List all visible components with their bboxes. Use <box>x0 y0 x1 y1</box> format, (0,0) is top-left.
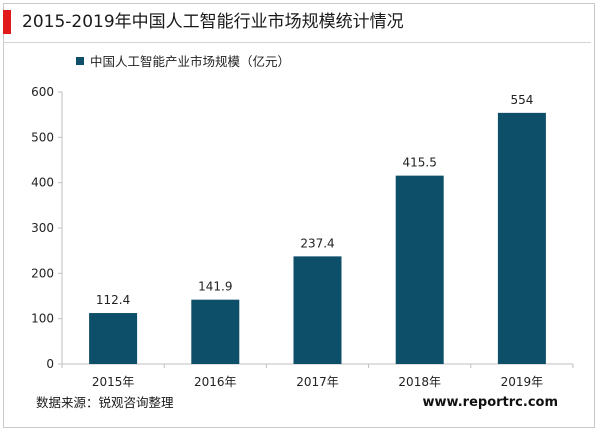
data-label: 112.4 <box>96 293 130 307</box>
y-tick-label: 200 <box>31 266 54 280</box>
chart-title: 2015-2019年中国人工智能行业市场规模统计情况 <box>22 12 404 32</box>
x-tick-label: 2016年 <box>194 375 237 389</box>
x-tick-label: 2018年 <box>398 375 441 389</box>
title-accent-bar <box>3 10 11 34</box>
bar <box>293 256 342 364</box>
bar <box>497 112 546 364</box>
source-note: 数据来源：锐观咨询整理 <box>36 395 174 410</box>
title-divider <box>3 42 591 43</box>
y-tick-label: 600 <box>31 85 54 99</box>
x-tick-label: 2019年 <box>501 375 544 389</box>
watermark: www.reportrc.com <box>422 395 558 410</box>
x-tick-label: 2017年 <box>296 375 339 389</box>
legend: 中国人工智能产业市场规模（亿元） <box>76 54 290 70</box>
bar <box>395 175 444 364</box>
y-tick-label: 300 <box>31 221 54 235</box>
y-tick-label: 100 <box>31 312 54 326</box>
bar <box>191 299 240 364</box>
x-tick-label: 2015年 <box>92 375 135 389</box>
legend-swatch <box>76 57 84 65</box>
y-tick-label: 400 <box>31 176 54 190</box>
bar <box>89 313 138 364</box>
y-tick-label: 500 <box>31 130 54 144</box>
data-label: 141.9 <box>198 280 232 294</box>
data-label: 237.4 <box>300 236 334 250</box>
legend-label: 中国人工智能产业市场规模（亿元） <box>90 54 291 69</box>
y-tick-label: 0 <box>46 357 54 371</box>
data-label: 415.5 <box>403 156 437 170</box>
data-label: 554 <box>510 93 533 107</box>
chart-frame <box>3 3 595 428</box>
